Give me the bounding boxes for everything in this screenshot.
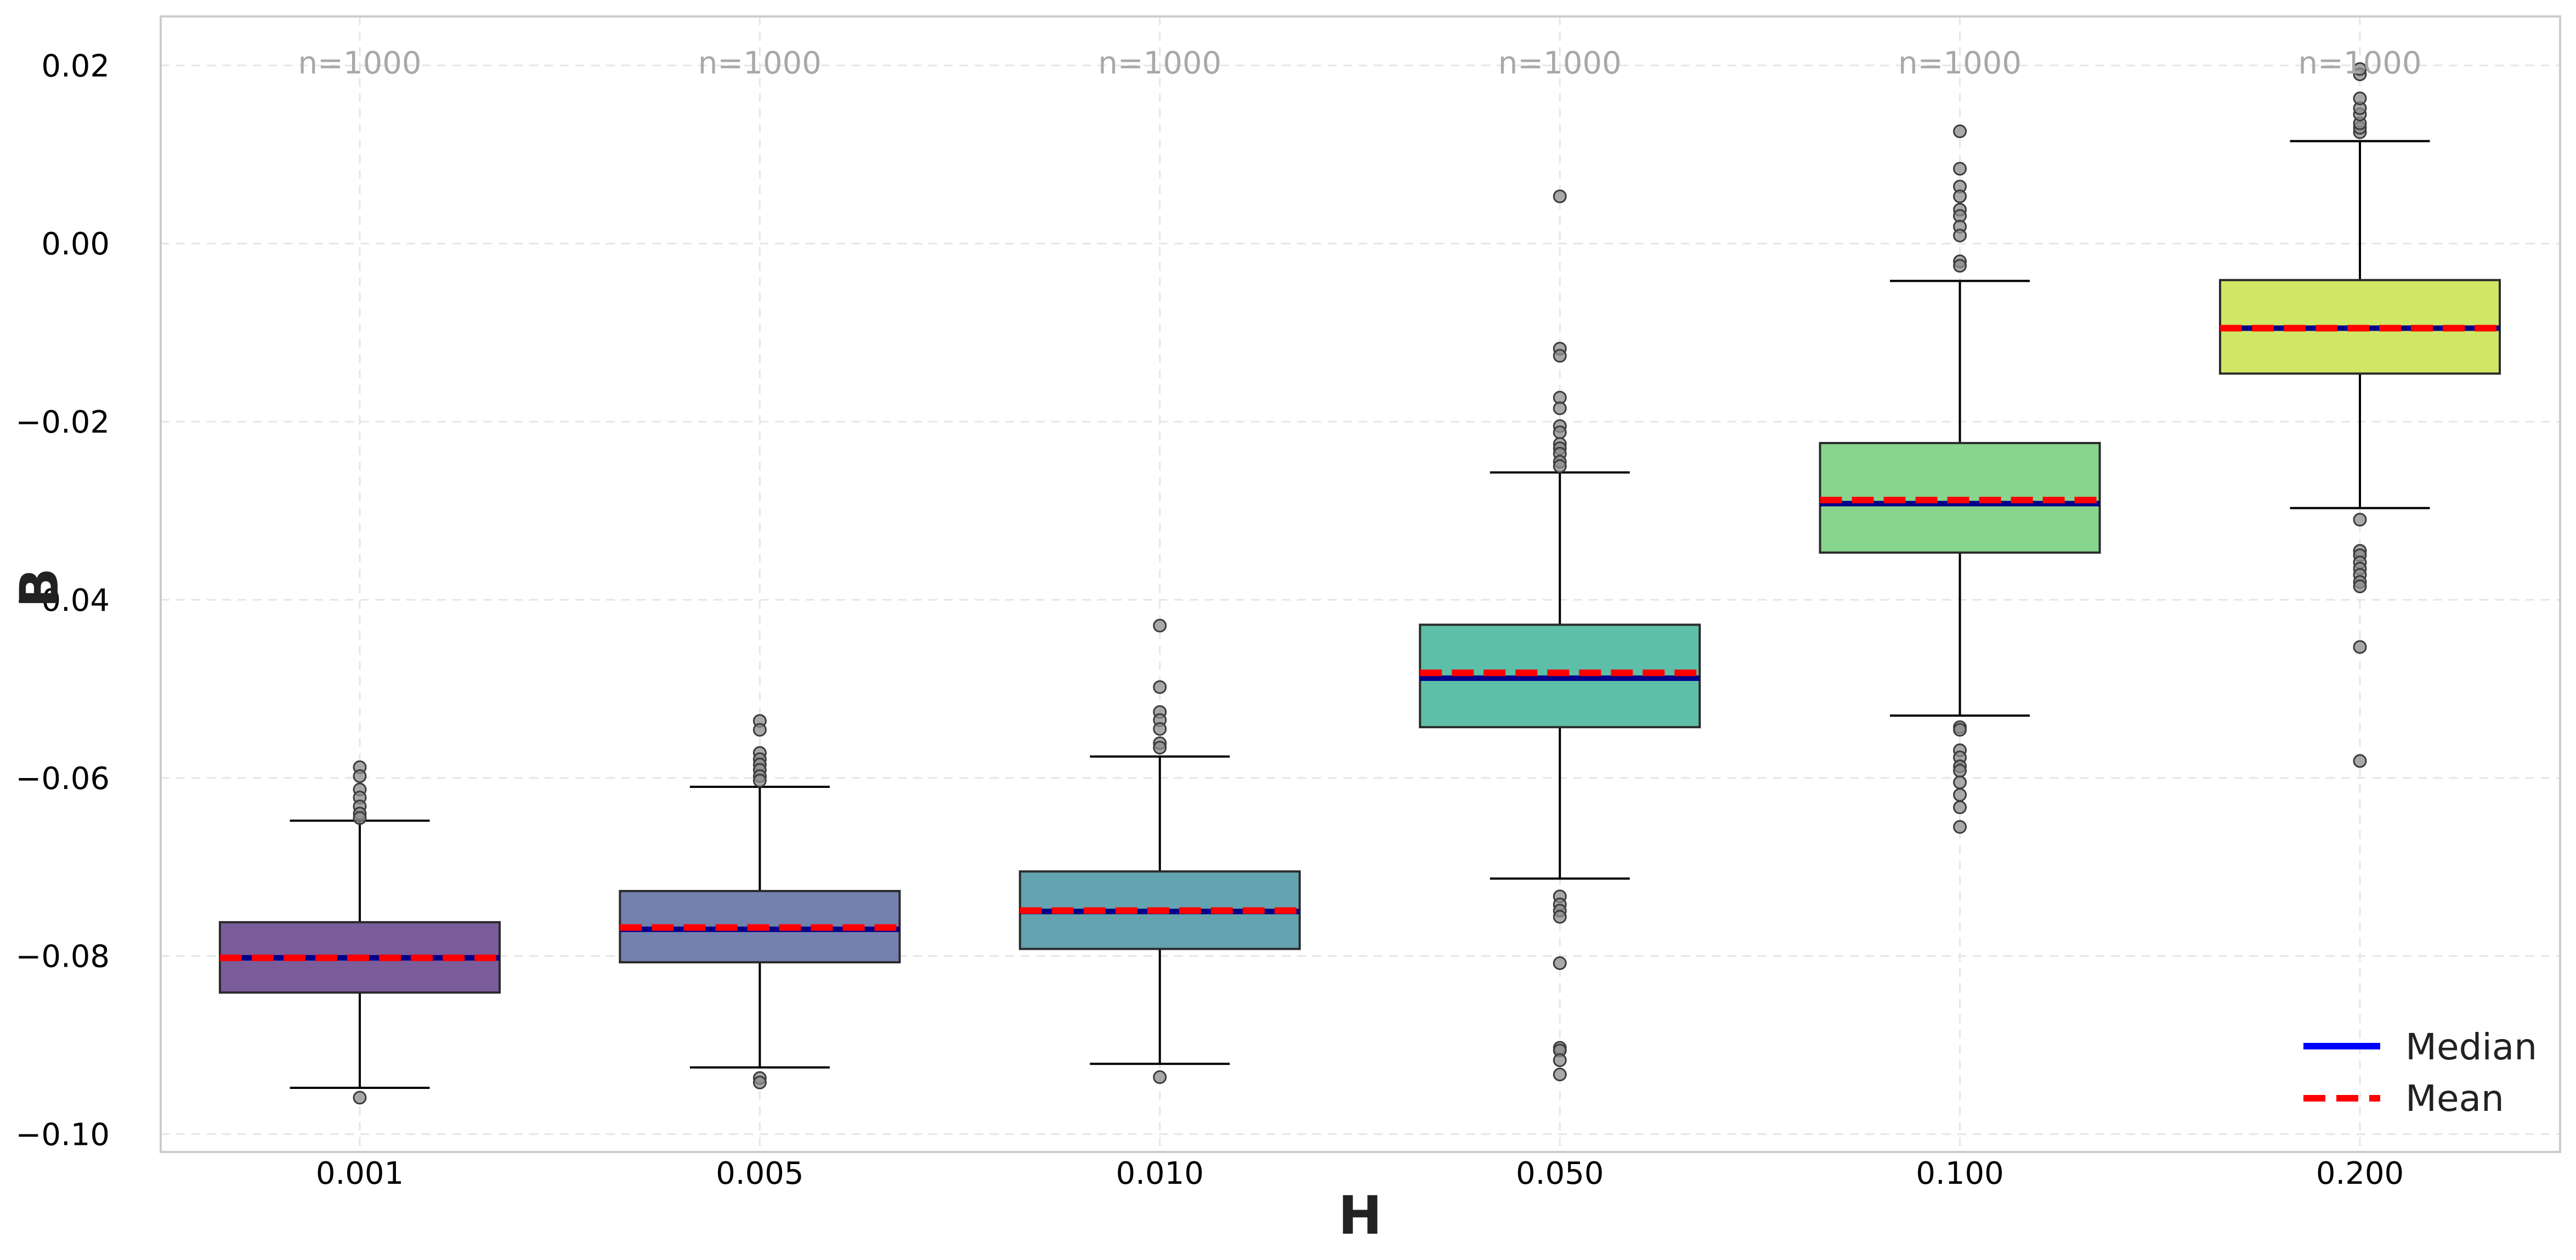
y-tick-label: −0.08 — [15, 939, 110, 975]
outlier-point — [1953, 162, 1967, 176]
outlier-point — [1953, 800, 1967, 814]
x-axis-ticks: 0.001 0.005 0.010 0.050 0.100 0.200 — [316, 1156, 2404, 1191]
n-labels: n=1000 n=1000 n=1000 n=1000 n=1000 n=1000 — [298, 46, 2422, 81]
box-group — [1819, 124, 2101, 834]
outlier-point — [353, 1091, 367, 1105]
outlier-point — [1153, 680, 1167, 694]
outlier-point — [1553, 956, 1567, 970]
sample-count-label: n=1000 — [298, 46, 422, 81]
outlier-point — [752, 723, 767, 737]
legend-mean-label: Mean — [2405, 1077, 2504, 1120]
y-axis-ticks: 0.02 0.00 −0.02 −0.04 −0.06 −0.08 −0.10 — [15, 48, 110, 1153]
x-tick-label: 0.050 — [1516, 1156, 1604, 1191]
sample-count-label: n=1000 — [1498, 46, 1622, 81]
legend: Median Mean — [2303, 1026, 2537, 1120]
outlier-point — [1953, 723, 1967, 737]
outlier-point — [1553, 189, 1567, 203]
y-tick-label: −0.10 — [15, 1117, 110, 1153]
outlier-point — [1153, 722, 1167, 736]
outlier-point — [1953, 788, 1967, 802]
outlier-point — [2353, 754, 2367, 768]
x-tick-label: 0.005 — [716, 1156, 803, 1191]
legend-median-label: Median — [2405, 1026, 2537, 1068]
box-group — [2219, 62, 2501, 768]
outlier-point — [1553, 459, 1567, 473]
outlier-point — [1553, 1068, 1567, 1082]
outlier-point — [1553, 425, 1567, 440]
x-tick-label: 0.100 — [1916, 1156, 2003, 1191]
sample-count-label: n=1000 — [1898, 46, 2022, 81]
y-tick-label: 0.00 — [41, 226, 110, 262]
outlier-point — [1953, 229, 1967, 243]
outlier-point — [1153, 618, 1167, 633]
sample-count-label: n=1000 — [1098, 46, 1221, 81]
outlier-point — [2353, 62, 2367, 76]
box-group — [1419, 189, 1701, 1082]
box-group — [619, 714, 901, 1089]
outlier-point — [1553, 910, 1567, 924]
outlier-point — [1953, 259, 1967, 273]
outlier-point — [1953, 124, 1967, 139]
outlier-point — [1153, 741, 1167, 755]
outlier-point — [2353, 580, 2367, 594]
outlier-point — [752, 774, 767, 788]
plot-frame — [160, 15, 2561, 1153]
outlier-point — [2353, 640, 2367, 654]
outlier-point — [1953, 189, 1967, 203]
y-axis-title: B — [9, 567, 70, 608]
y-tick-label: 0.02 — [41, 48, 110, 84]
outlier-point — [1953, 764, 1967, 778]
outlier-point — [752, 1075, 767, 1089]
box-group — [1018, 618, 1301, 1085]
y-tick-label: −0.04 — [15, 583, 110, 618]
outlier-point — [1953, 820, 1967, 834]
outlier-point — [1553, 349, 1567, 363]
sample-count-label: n=1000 — [2298, 46, 2422, 81]
sample-count-label: n=1000 — [698, 46, 822, 81]
outlier-point — [1553, 1053, 1567, 1068]
x-tick-label: 0.001 — [316, 1156, 404, 1191]
x-axis-title: H — [1338, 1185, 1382, 1246]
outlier-point — [353, 769, 367, 784]
y-tick-label: −0.02 — [15, 405, 110, 440]
outlier-point — [2353, 513, 2367, 527]
outlier-point — [1953, 775, 1967, 790]
box-series — [219, 62, 2501, 1105]
x-tick-label: 0.010 — [1116, 1156, 1204, 1191]
outlier-point — [2353, 91, 2367, 105]
box-group — [219, 760, 501, 1105]
outlier-point — [1153, 1070, 1167, 1085]
outlier-point — [353, 811, 367, 825]
x-tick-label: 0.200 — [2316, 1156, 2404, 1191]
outlier-point — [1553, 401, 1567, 416]
y-tick-label: −0.06 — [15, 761, 110, 797]
